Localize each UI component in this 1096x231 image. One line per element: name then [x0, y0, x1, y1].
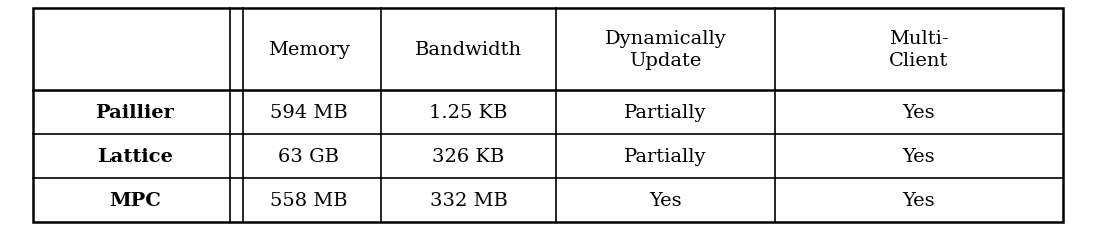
- Text: Yes: Yes: [649, 191, 682, 209]
- Text: 332 MB: 332 MB: [430, 191, 507, 209]
- Text: 558 MB: 558 MB: [271, 191, 347, 209]
- Text: Yes: Yes: [903, 191, 935, 209]
- Text: MPC: MPC: [109, 191, 161, 209]
- Text: Bandwidth: Bandwidth: [415, 41, 522, 59]
- Text: Lattice: Lattice: [96, 147, 173, 165]
- Text: Yes: Yes: [903, 147, 935, 165]
- Text: 1.25 KB: 1.25 KB: [430, 104, 507, 122]
- Text: 594 MB: 594 MB: [270, 104, 347, 122]
- Text: Multi-
Client: Multi- Client: [889, 30, 949, 70]
- Text: Yes: Yes: [903, 104, 935, 122]
- Text: Partially: Partially: [625, 147, 707, 165]
- Text: Dynamically
Update: Dynamically Update: [605, 30, 727, 70]
- Text: 326 KB: 326 KB: [433, 147, 505, 165]
- Text: Paillier: Paillier: [95, 104, 174, 122]
- Text: Partially: Partially: [625, 104, 707, 122]
- Text: Memory: Memory: [269, 41, 350, 59]
- Text: 63 GB: 63 GB: [278, 147, 340, 165]
